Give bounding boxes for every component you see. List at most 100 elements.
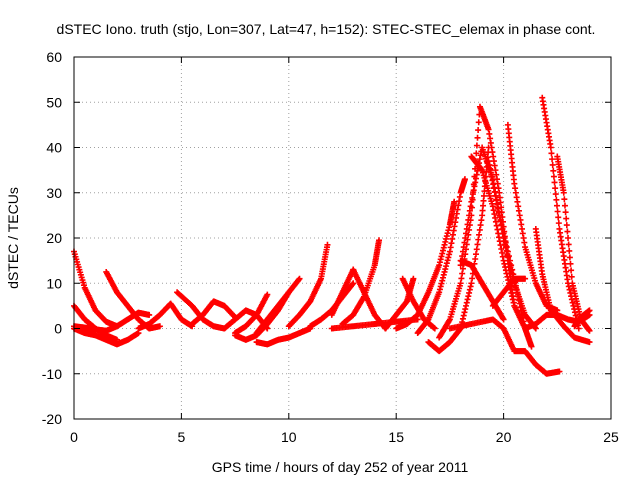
data-point <box>550 167 557 174</box>
x-tick-label: 15 <box>388 429 404 445</box>
y-tick-label: 60 <box>46 49 62 65</box>
data-point <box>552 185 559 192</box>
axis-ticks: 0 5 10 15 20 25 -20 -10 0 10 20 30 40 50 60 <box>42 49 619 445</box>
data-point <box>565 235 572 241</box>
data-point <box>568 273 575 280</box>
track <box>232 291 271 337</box>
track <box>253 275 303 337</box>
track <box>457 257 507 323</box>
x-tick-label: 5 <box>178 429 186 445</box>
data-point <box>496 212 503 219</box>
data-point <box>554 307 561 314</box>
data-point <box>501 235 508 241</box>
data-point <box>552 191 559 198</box>
data-point <box>586 327 593 334</box>
data-point <box>568 267 575 274</box>
data-point <box>475 119 482 126</box>
data-point <box>549 156 556 163</box>
track <box>489 275 529 309</box>
data-point <box>510 271 517 278</box>
data-point <box>264 291 271 298</box>
data-point <box>497 216 504 223</box>
y-tick-label: -10 <box>42 366 62 382</box>
data-point <box>504 248 511 255</box>
x-axis-label: GPS time / hours of day 252 of year 2011 <box>212 459 469 475</box>
data-point <box>146 311 153 318</box>
track <box>328 266 357 318</box>
data-point <box>555 220 562 227</box>
track <box>539 94 582 332</box>
track <box>414 176 468 337</box>
data-point <box>296 275 303 282</box>
data-point <box>556 368 563 375</box>
data-point <box>565 241 572 248</box>
y-tick-label: 0 <box>54 321 62 337</box>
data-point <box>500 316 507 323</box>
data-point <box>522 275 529 282</box>
track <box>135 300 196 332</box>
track <box>504 121 561 314</box>
track <box>446 316 563 377</box>
data-point <box>551 179 558 186</box>
data-point <box>563 222 570 229</box>
data-point <box>553 196 560 203</box>
data-point <box>505 253 512 260</box>
y-tick-label: -20 <box>42 411 62 427</box>
data-point <box>474 134 481 141</box>
y-tick-label: 30 <box>46 185 62 201</box>
y-tick-label: 50 <box>46 94 62 110</box>
data-point <box>475 127 482 134</box>
track <box>532 225 593 346</box>
data-point <box>324 241 331 248</box>
y-tick-label: 40 <box>46 140 62 156</box>
data-point <box>561 202 568 209</box>
track <box>393 198 458 332</box>
y-tick-label: 20 <box>46 230 62 246</box>
data-point <box>560 189 567 196</box>
data-point <box>350 280 357 287</box>
track <box>571 307 593 330</box>
data-point <box>566 254 573 261</box>
track <box>382 275 417 332</box>
data-point <box>561 196 568 203</box>
data-point <box>586 339 593 346</box>
x-tick-label: 20 <box>496 429 512 445</box>
data-point <box>502 239 509 246</box>
data-point <box>498 221 505 228</box>
data-point <box>473 142 480 149</box>
data-point <box>555 214 562 221</box>
x-tick-label: 0 <box>70 429 78 445</box>
data-point <box>410 275 417 282</box>
data-point <box>528 343 535 350</box>
data-point <box>547 144 554 151</box>
data-point <box>562 209 569 216</box>
data-point <box>499 225 506 232</box>
data-point <box>564 228 571 235</box>
track <box>71 325 142 348</box>
data-point <box>575 325 582 332</box>
track <box>253 325 314 348</box>
grid-lines <box>74 57 611 419</box>
track <box>285 241 331 330</box>
data-point <box>473 150 480 157</box>
data-point <box>431 325 438 332</box>
data-point <box>509 266 516 273</box>
data-point <box>554 208 561 215</box>
y-tick-label: 10 <box>46 275 62 291</box>
chart-title: dSTEC Iono. truth (stjo, Lon=307, Lat=47… <box>57 21 596 37</box>
data-point <box>563 215 570 222</box>
data-point <box>549 161 556 168</box>
data-point <box>461 176 468 183</box>
data-point <box>507 257 514 264</box>
data-point <box>567 260 574 267</box>
x-tick-label: 25 <box>603 429 619 445</box>
data-point <box>503 244 510 251</box>
data-point <box>500 230 507 237</box>
data-point <box>566 247 573 254</box>
track <box>485 158 535 350</box>
data-point <box>376 237 383 244</box>
data-point <box>548 150 555 157</box>
data-point <box>553 202 560 209</box>
data-point <box>508 262 515 269</box>
